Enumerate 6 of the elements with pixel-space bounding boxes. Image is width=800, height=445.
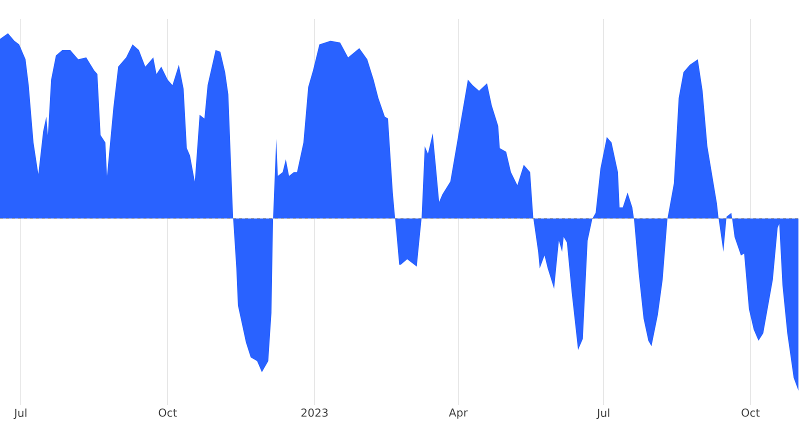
- x-tick-label: Apr: [448, 408, 468, 419]
- x-tick-label: Jul: [596, 408, 610, 420]
- x-tick-label: 2023: [301, 408, 328, 417]
- x-tick-label: Jul: [14, 408, 26, 420]
- x-tick-label: Oct: [742, 408, 760, 417]
- x-tick-label: Oct: [158, 408, 177, 417]
